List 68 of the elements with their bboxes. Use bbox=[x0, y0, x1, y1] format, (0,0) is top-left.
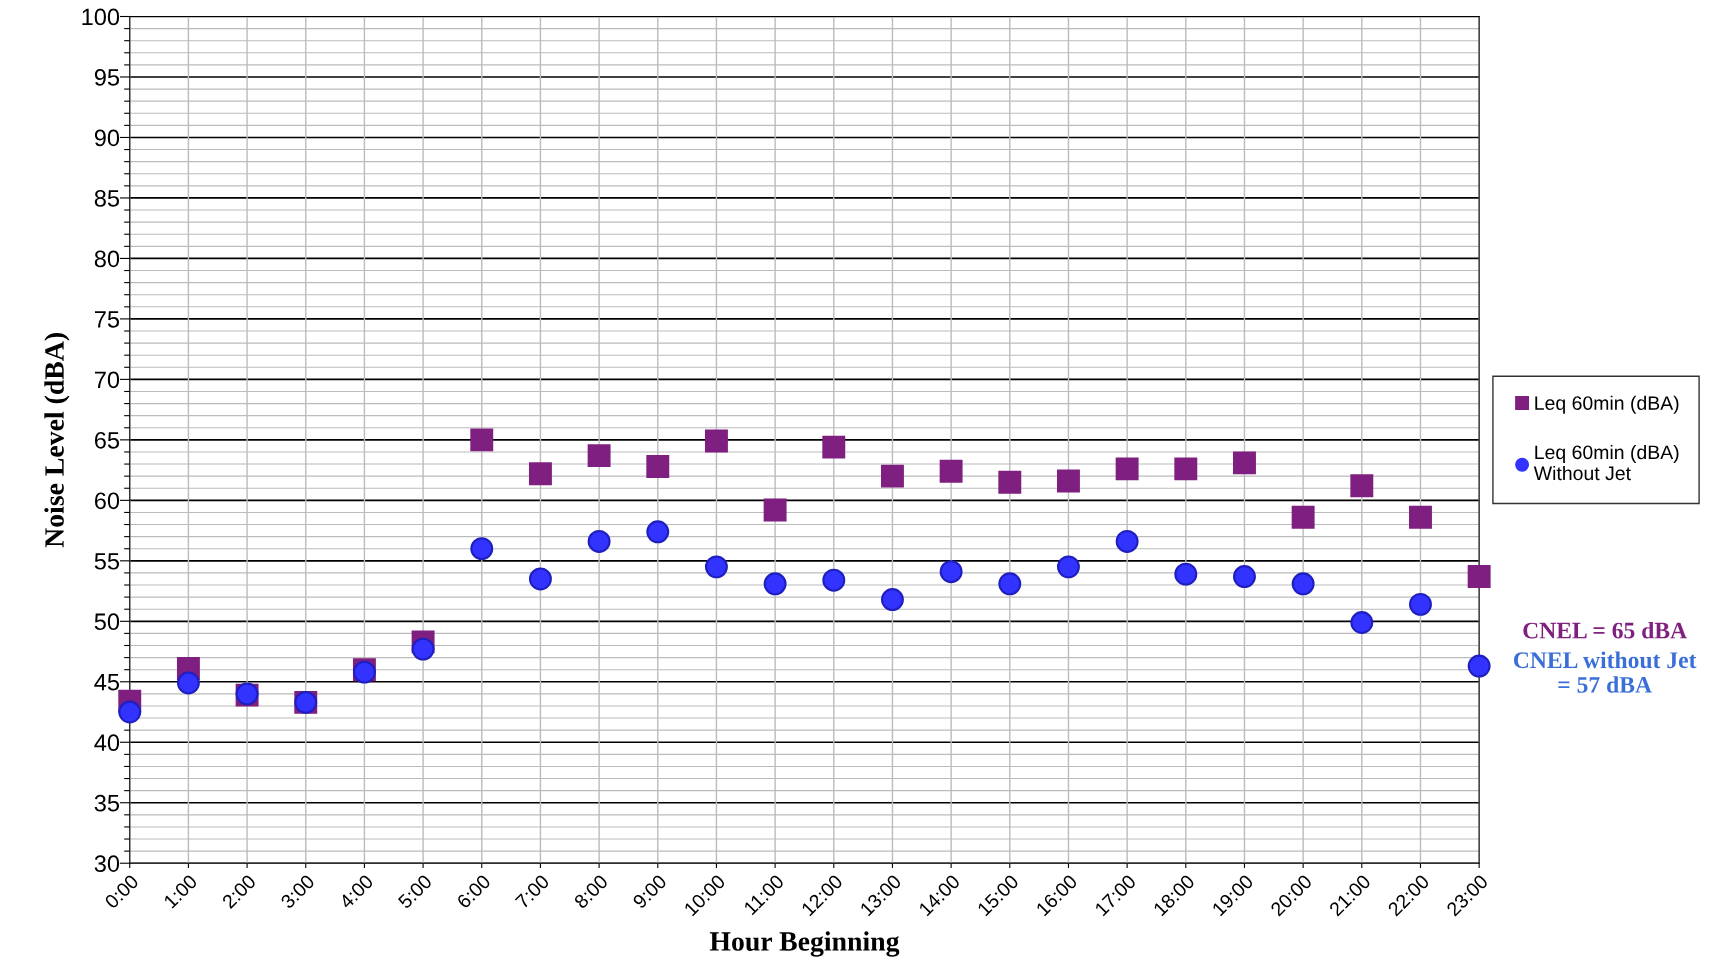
y-tick-label: 50 bbox=[94, 613, 120, 631]
x-tick-label: 0:00 bbox=[103, 873, 140, 910]
point bbox=[1409, 592, 1432, 616]
point bbox=[587, 530, 611, 553]
y-tick-label: 35 bbox=[94, 794, 120, 812]
point bbox=[470, 428, 494, 452]
point bbox=[528, 462, 552, 486]
point bbox=[1409, 505, 1432, 529]
point bbox=[1291, 572, 1315, 596]
y-tick-label: 80 bbox=[94, 250, 120, 268]
point bbox=[411, 637, 435, 661]
point bbox=[881, 464, 904, 488]
x-tick-label: 4:00 bbox=[338, 873, 374, 910]
y-tick-label: 100 bbox=[82, 8, 120, 26]
point bbox=[646, 520, 670, 544]
legend-label: Leq 60min (dBA) bbox=[1535, 395, 1679, 414]
point bbox=[1467, 565, 1491, 588]
text: CNEL without Jet = 57 dBA bbox=[1513, 651, 1697, 693]
y-tick-label: 45 bbox=[94, 674, 120, 691]
point bbox=[1115, 530, 1139, 553]
point bbox=[763, 572, 787, 596]
point bbox=[176, 671, 200, 695]
point bbox=[1174, 562, 1198, 586]
point bbox=[1233, 565, 1256, 588]
point bbox=[646, 455, 670, 478]
point bbox=[998, 470, 1022, 494]
point bbox=[998, 572, 1022, 596]
y-axis-title: Noise Level (dBA) bbox=[44, 333, 70, 548]
point bbox=[1467, 654, 1491, 678]
x-tick-label: 5:00 bbox=[397, 873, 433, 910]
x-tick-label: 6:00 bbox=[456, 873, 492, 910]
point bbox=[822, 435, 846, 459]
point bbox=[118, 700, 142, 724]
point bbox=[528, 567, 552, 591]
point bbox=[763, 498, 787, 522]
point bbox=[881, 588, 904, 611]
point bbox=[1350, 611, 1374, 634]
point bbox=[1115, 457, 1139, 481]
point bbox=[1350, 474, 1374, 498]
point bbox=[470, 537, 494, 561]
x-tick-label: 8:00 bbox=[573, 873, 609, 910]
x-tick-label: 7:00 bbox=[514, 873, 550, 910]
y-tick-label: 85 bbox=[94, 190, 120, 207]
y-tick-label: 55 bbox=[94, 553, 120, 570]
text: CNEL = 65 dBA bbox=[1523, 621, 1687, 639]
point bbox=[939, 459, 963, 483]
point bbox=[704, 555, 728, 579]
y-tick-label: 95 bbox=[94, 69, 120, 86]
legend-label: Leq 60min (dBA) Without Jet bbox=[1533, 444, 1679, 481]
y-tick-label: 30 bbox=[94, 855, 120, 873]
point bbox=[822, 568, 846, 592]
point bbox=[1233, 451, 1256, 475]
point bbox=[939, 560, 963, 584]
y-tick-label: 70 bbox=[94, 371, 120, 389]
y-tick-label: 40 bbox=[94, 734, 120, 752]
x-axis-title: Hour Beginning bbox=[709, 931, 900, 957]
point bbox=[1291, 505, 1315, 529]
point bbox=[1174, 457, 1198, 481]
y-tick-label: 75 bbox=[94, 311, 120, 328]
x-tick-label: 9:00 bbox=[632, 873, 668, 910]
point bbox=[1057, 555, 1080, 579]
y-tick-label: 65 bbox=[94, 431, 120, 449]
point bbox=[1057, 469, 1080, 493]
point bbox=[587, 444, 611, 468]
y-tick-label: 60 bbox=[94, 492, 120, 510]
point bbox=[704, 429, 728, 453]
x-tick-label: 3:00 bbox=[279, 873, 316, 910]
y-tick-label: 90 bbox=[94, 129, 120, 147]
